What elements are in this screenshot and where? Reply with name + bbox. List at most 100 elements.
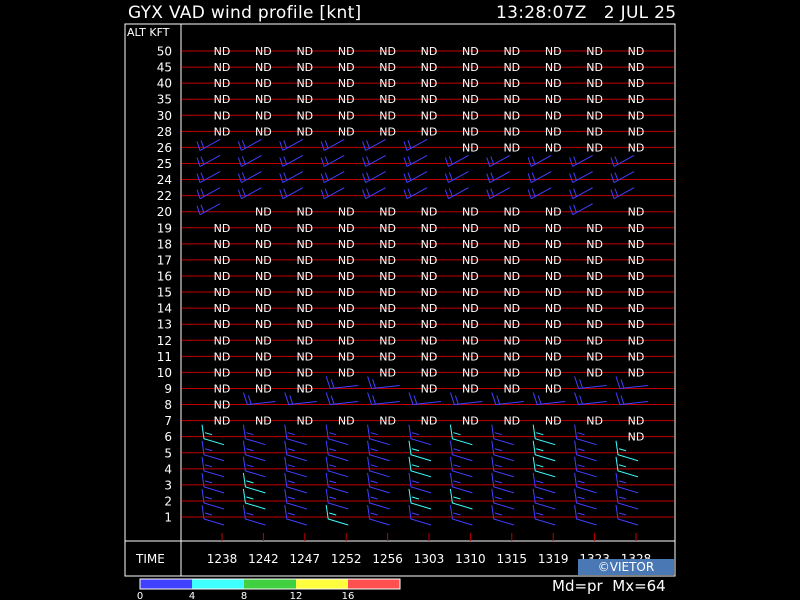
wind-barb-stroke xyxy=(408,392,442,406)
nd-label: ND xyxy=(214,222,231,235)
wind-barb xyxy=(325,440,349,462)
wind-barb xyxy=(615,376,649,390)
nd-label: ND xyxy=(628,238,645,251)
scale-tick-0: 0 xyxy=(137,591,143,600)
wind-barb xyxy=(408,424,432,446)
nd-label: ND xyxy=(628,109,645,122)
wind-barb-stroke xyxy=(615,488,639,510)
nd-label: ND xyxy=(462,93,479,106)
altitude-label-7: 7 xyxy=(164,414,172,428)
nd-label: ND xyxy=(255,125,272,138)
nd-label: ND xyxy=(338,366,355,379)
wind-barb xyxy=(408,472,432,494)
wind-barb-stroke xyxy=(237,155,262,167)
nd-label: ND xyxy=(296,415,313,428)
nd-label: ND xyxy=(503,286,520,299)
wind-barb xyxy=(449,504,473,526)
nd-label: ND xyxy=(214,61,231,74)
nd-label: ND xyxy=(214,270,231,283)
nd-label: ND xyxy=(421,334,438,347)
wind-barb xyxy=(444,155,469,167)
wind-barb-stroke xyxy=(362,155,386,167)
wind-barb xyxy=(615,456,639,478)
wind-barb-stroke xyxy=(610,187,635,200)
wind-barb-stroke xyxy=(196,187,221,200)
nd-label: ND xyxy=(255,415,272,428)
wind-barb xyxy=(532,472,556,494)
wind-barb xyxy=(449,488,473,510)
wind-barb xyxy=(367,376,400,390)
nd-label: ND xyxy=(462,141,479,154)
nd-label: ND xyxy=(296,206,313,219)
wind-barb xyxy=(367,488,390,510)
wind-barb xyxy=(486,155,511,167)
wind-barb xyxy=(279,138,304,151)
nd-label: ND xyxy=(586,125,603,138)
wind-barb-stroke xyxy=(610,171,635,183)
wind-barb-stroke xyxy=(237,187,262,200)
altitude-label-5: 5 xyxy=(164,446,172,460)
wind-barb-stroke xyxy=(449,424,473,446)
nd-label: ND xyxy=(214,93,231,106)
wind-barb xyxy=(325,424,349,446)
wind-barb-stroke xyxy=(237,171,262,183)
wind-barb xyxy=(284,472,307,494)
nd-label: ND xyxy=(462,109,479,122)
wind-barb xyxy=(196,187,221,200)
nd-label: ND xyxy=(503,206,520,219)
wind-barb xyxy=(403,155,428,167)
nd-label: ND xyxy=(296,318,313,331)
nd-label: ND xyxy=(255,61,272,74)
nd-label: ND xyxy=(503,302,520,315)
altitude-label-3: 3 xyxy=(164,478,172,492)
nd-label: ND xyxy=(628,61,645,74)
wind-barb-stroke xyxy=(408,488,432,510)
wind-barb-stroke xyxy=(325,504,349,526)
time-label-1256: 1256 xyxy=(372,552,403,566)
nd-label: ND xyxy=(255,93,272,106)
wind-barb-stroke xyxy=(284,488,307,510)
wind-barb-stroke xyxy=(486,187,511,200)
wind-barb-stroke xyxy=(367,424,390,446)
nd-label: ND xyxy=(296,238,313,251)
wind-barb xyxy=(615,488,639,510)
scale-tick-4: 4 xyxy=(189,591,195,600)
time-label-1238: 1238 xyxy=(207,552,238,566)
nd-label: ND xyxy=(338,45,355,58)
wind-barb-stroke xyxy=(367,456,390,478)
wind-barb-stroke xyxy=(325,472,349,494)
wind-barb xyxy=(325,376,359,390)
wind-barb xyxy=(320,155,345,167)
nd-label: ND xyxy=(462,382,479,395)
wind-barb xyxy=(527,155,552,167)
nd-label: ND xyxy=(255,109,272,122)
nd-label: ND xyxy=(545,318,562,331)
wind-barb xyxy=(279,155,304,167)
wind-barb xyxy=(574,392,607,406)
scale-swatch xyxy=(244,579,296,589)
nd-label: ND xyxy=(628,125,645,138)
wind-barb-stroke xyxy=(242,504,266,526)
nd-label: ND xyxy=(462,318,479,331)
wind-barb xyxy=(201,456,225,478)
nd-label: ND xyxy=(421,254,438,267)
altitude-label-8: 8 xyxy=(164,398,172,412)
wind-barb xyxy=(408,440,432,462)
wind-barb-stroke xyxy=(615,456,639,478)
altitude-label-4: 4 xyxy=(164,462,172,476)
nd-label: ND xyxy=(379,286,396,299)
nd-label: ND xyxy=(379,61,396,74)
nd-label: ND xyxy=(255,45,272,58)
wind-barb-stroke xyxy=(367,376,400,390)
nd-label: ND xyxy=(421,77,438,90)
altitude-label-1: 1 xyxy=(164,511,172,525)
wind-barb-stroke xyxy=(615,472,639,494)
altitude-label-20: 20 xyxy=(157,205,172,219)
wind-barb-stroke xyxy=(201,472,225,494)
nd-label: ND xyxy=(379,318,396,331)
nd-label: ND xyxy=(338,270,355,283)
nd-label: ND xyxy=(503,125,520,138)
wind-barb xyxy=(403,187,428,200)
wind-barb xyxy=(574,472,597,494)
